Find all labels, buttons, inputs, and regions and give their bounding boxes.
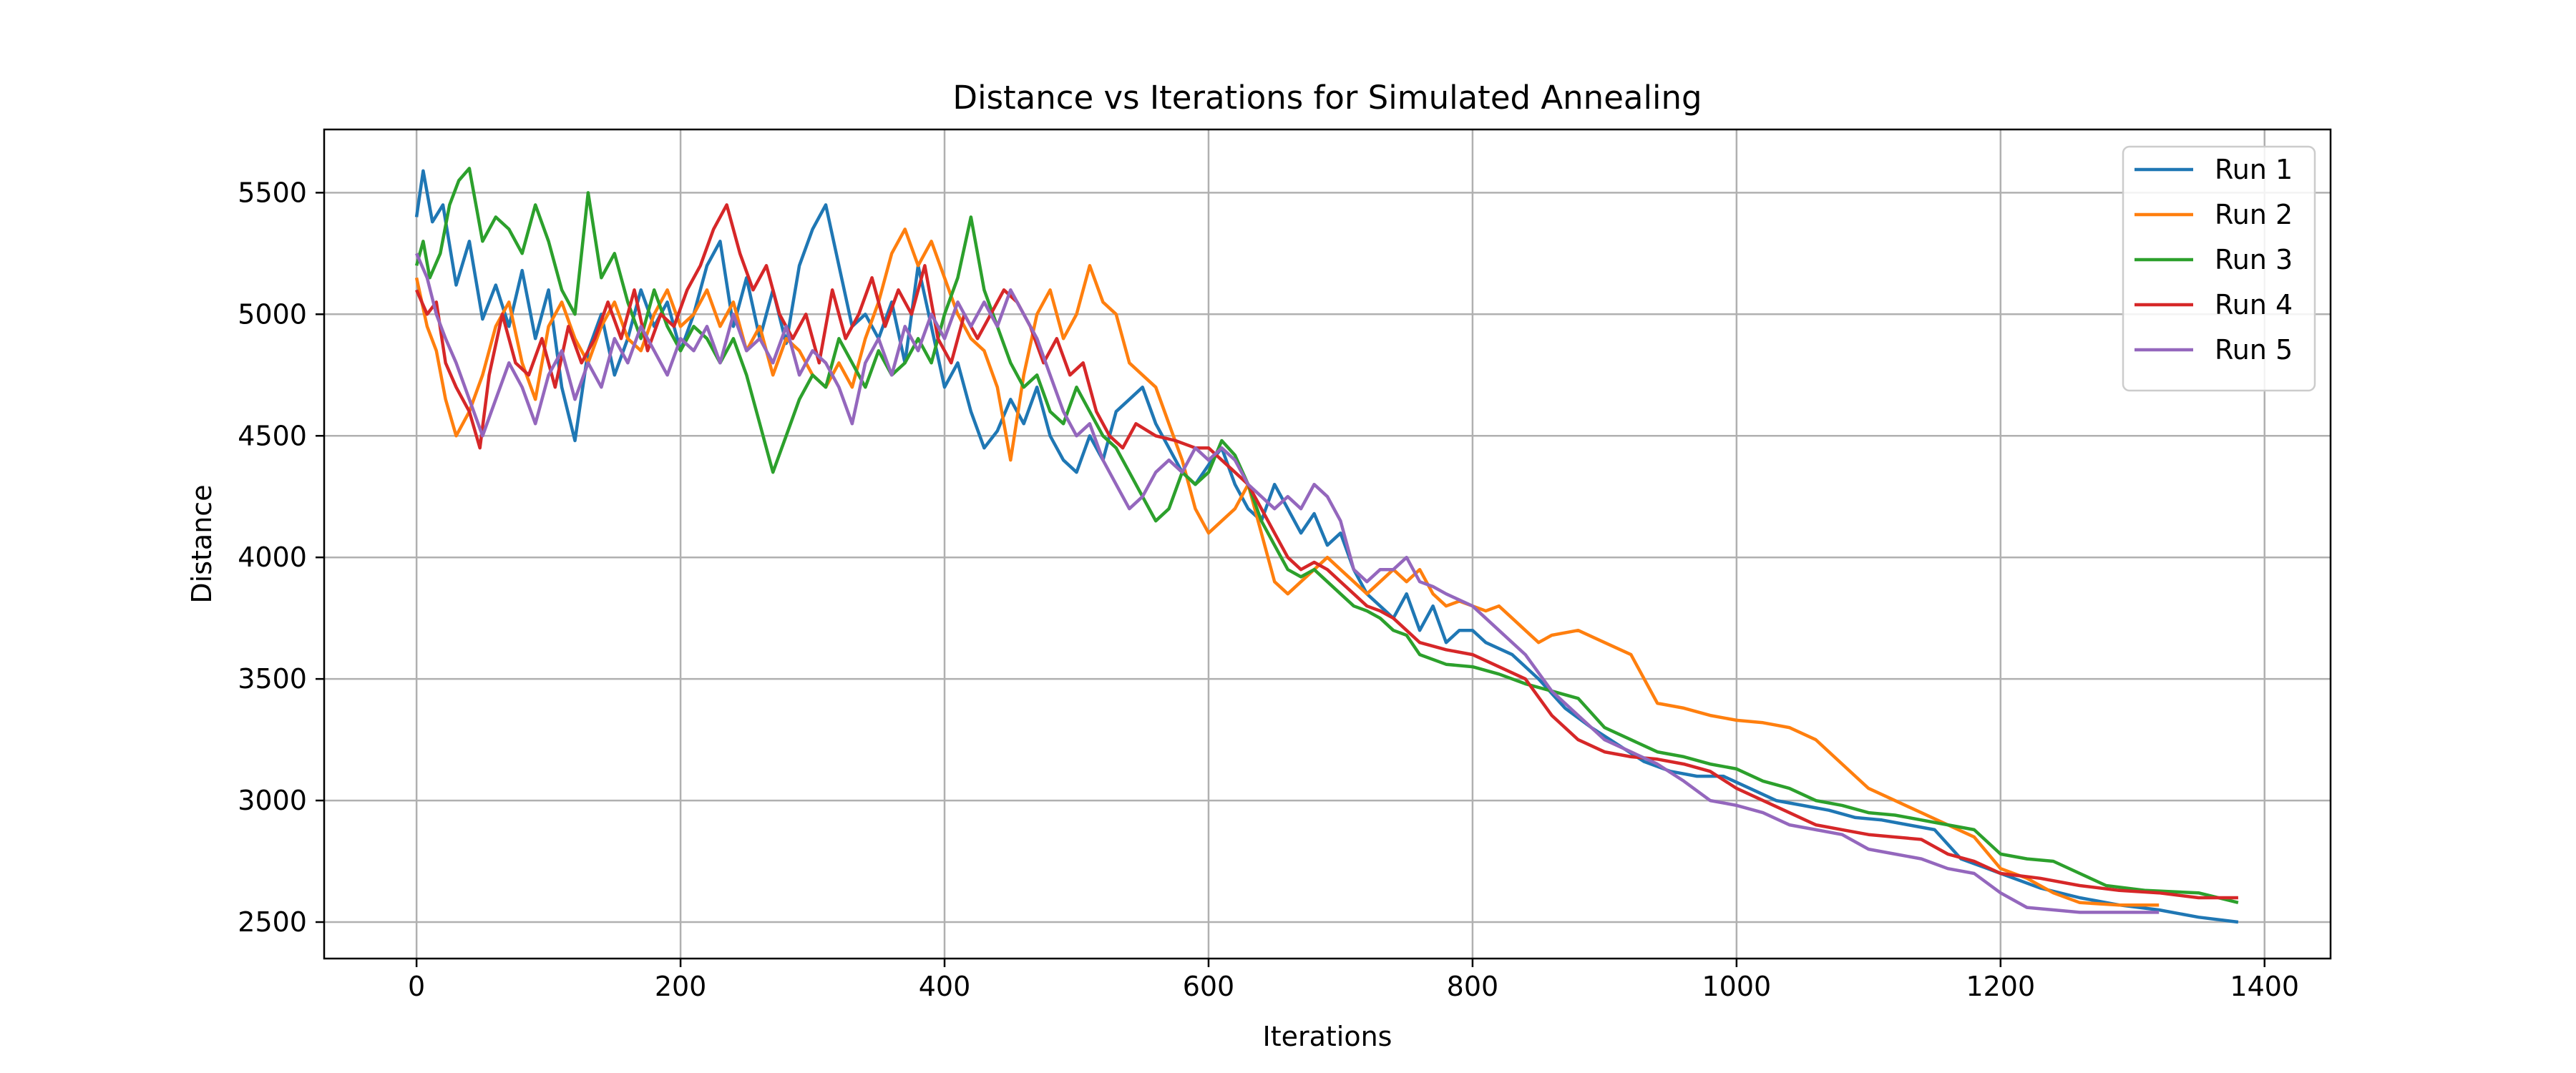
legend-label: Run 2 (2215, 199, 2293, 230)
x-tick-label: 200 (655, 971, 707, 1002)
chart-title: Distance vs Iterations for Simulated Ann… (952, 79, 1702, 117)
y-tick-label: 4500 (238, 420, 307, 451)
y-tick-label: 4000 (238, 542, 307, 573)
x-tick-label: 800 (1447, 971, 1499, 1002)
x-tick-label: 400 (919, 971, 971, 1002)
x-tick-label: 600 (1183, 971, 1235, 1002)
data-series (414, 167, 2239, 924)
axis-ticks: 0 200 400 600 800 1000 1200 1400 2500 3000 3500 400… (238, 177, 2299, 1002)
legend-label: Run 1 (2215, 154, 2293, 185)
legend-label: Run 3 (2215, 244, 2293, 275)
series-line-run-1 (414, 169, 2239, 924)
legend: Run 1 Run 2 Run 3 Run 4 Run 5 (2122, 145, 2316, 392)
series-line-run-3 (414, 167, 2239, 904)
y-tick-label: 2500 (238, 906, 307, 938)
x-tick-label: 1400 (2230, 971, 2299, 1002)
y-tick-label: 5500 (238, 177, 307, 208)
x-tick-label: 1000 (1702, 971, 1772, 1002)
y-tick-label: 3000 (238, 785, 307, 816)
legend-box (2122, 145, 2316, 392)
y-tick-label: 5000 (238, 298, 307, 330)
series-line-run-5 (415, 253, 2160, 914)
y-tick-label: 3500 (238, 663, 307, 695)
x-axis-label: Iterations (1263, 1021, 1392, 1052)
legend-label: Run 4 (2215, 289, 2293, 320)
legend-label: Run 5 (2215, 334, 2293, 366)
series-line-run-2 (414, 227, 2160, 907)
x-tick-label: 0 (408, 971, 425, 1002)
series-line-run-4 (415, 203, 2238, 900)
y-axis-label: Distance (186, 484, 218, 603)
x-tick-label: 1200 (1966, 971, 2035, 1002)
plot-frame (323, 128, 2332, 960)
